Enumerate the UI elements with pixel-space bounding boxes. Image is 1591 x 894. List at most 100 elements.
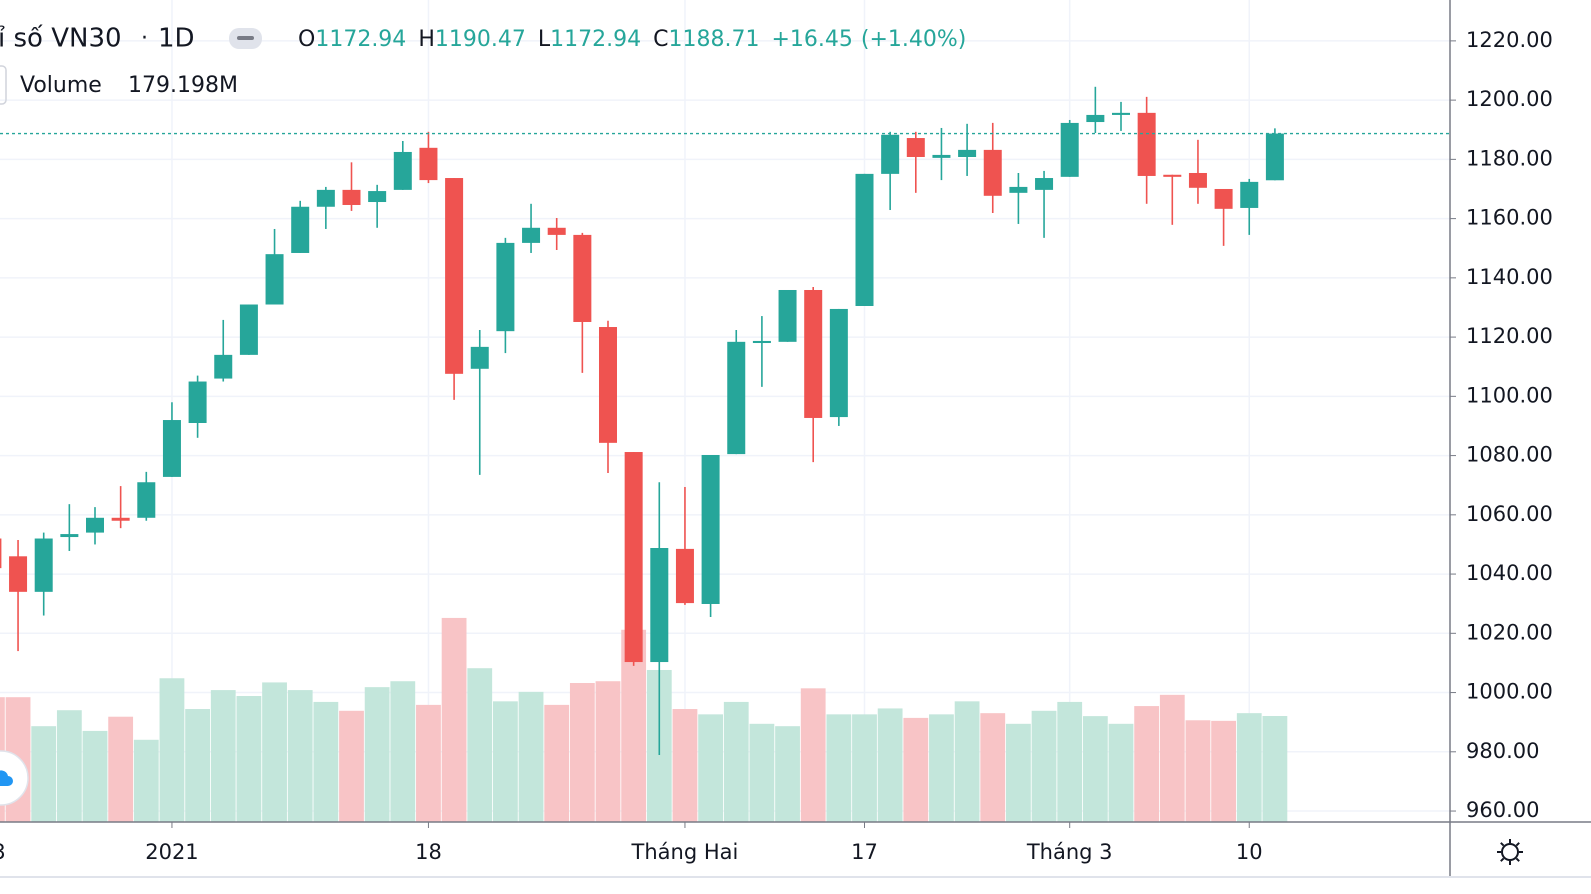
ohlc-legend: O1172.94 H1190.47 L1172.94 C1188.71 +16.45 (+… bbox=[298, 27, 966, 52]
volume-bar bbox=[698, 714, 723, 822]
y-tick-label: 1040.00 bbox=[1466, 561, 1553, 585]
candle-body bbox=[1112, 112, 1130, 115]
candle-body bbox=[368, 191, 387, 203]
candle-body bbox=[1137, 112, 1156, 176]
x-tick-label: Tháng 3 bbox=[1026, 840, 1113, 864]
x-tick-label: 17 bbox=[851, 840, 878, 864]
candle-body bbox=[265, 254, 284, 305]
candle-body bbox=[624, 452, 643, 663]
volume-bar bbox=[954, 701, 980, 822]
candle-body bbox=[906, 138, 925, 157]
y-tick-label: 1120.00 bbox=[1466, 324, 1553, 348]
candle-body bbox=[9, 556, 28, 592]
cloud-icon bbox=[0, 770, 13, 786]
candle-body bbox=[0, 538, 2, 569]
volume-bar bbox=[1108, 723, 1134, 822]
x-tick-label: Tháng Hai bbox=[631, 840, 739, 864]
candle-body bbox=[829, 308, 848, 418]
candle-body bbox=[804, 289, 823, 418]
axis-labels: 960.00 980.00 1000.00 1020.00 1040.00 1060.00… bbox=[0, 28, 1553, 864]
candle-body bbox=[111, 517, 130, 521]
chart-title: ỉ số VN30 bbox=[0, 24, 122, 54]
y-tick-label: 1180.00 bbox=[1466, 146, 1553, 170]
volume-name: Volume bbox=[20, 73, 102, 98]
volume-layer bbox=[0, 617, 1288, 822]
y-tick-label: 980.00 bbox=[1466, 739, 1539, 763]
volume-bar bbox=[1057, 701, 1083, 822]
volume-bar bbox=[544, 704, 570, 822]
volume-bar bbox=[210, 690, 236, 822]
volume-bar bbox=[723, 701, 749, 822]
legend-toggle[interactable] bbox=[0, 65, 7, 105]
volume-bar bbox=[1134, 706, 1160, 822]
volume-bar bbox=[390, 681, 416, 822]
candle-body bbox=[1188, 172, 1207, 188]
y-tick-label: 1200.00 bbox=[1466, 87, 1553, 111]
volume-bar bbox=[339, 710, 364, 822]
candle-body bbox=[855, 173, 874, 306]
candle-body bbox=[291, 206, 310, 253]
y-tick-label: 960.00 bbox=[1466, 798, 1539, 822]
candle-body bbox=[214, 354, 233, 379]
volume-bar bbox=[672, 709, 698, 822]
value: 1172.94 bbox=[550, 27, 641, 52]
settings-button[interactable] bbox=[1497, 839, 1523, 865]
volume-bar bbox=[1262, 716, 1288, 822]
candle-body bbox=[188, 381, 207, 423]
volume-bar bbox=[518, 691, 544, 822]
candle-body bbox=[34, 538, 53, 592]
volume-bar bbox=[749, 723, 775, 822]
gear-ring bbox=[1501, 843, 1519, 861]
candle-body bbox=[675, 548, 694, 604]
volume-bar bbox=[800, 688, 826, 822]
volume-bar bbox=[159, 678, 185, 822]
interval: 1D bbox=[158, 24, 195, 54]
volume-bar bbox=[1159, 694, 1185, 822]
value: 1188.71 bbox=[668, 27, 759, 52]
volume-bar bbox=[1185, 720, 1211, 822]
candle-body bbox=[496, 242, 515, 332]
y-tick-label: 1140.00 bbox=[1466, 265, 1553, 289]
volume-bar bbox=[108, 716, 134, 822]
y-tick-label: 1080.00 bbox=[1466, 443, 1553, 467]
volume-bar bbox=[1031, 710, 1057, 822]
label: L bbox=[538, 27, 551, 52]
grid bbox=[0, 0, 1450, 822]
volume-bar bbox=[929, 714, 954, 822]
candle-body bbox=[958, 149, 977, 157]
volume-bar bbox=[185, 709, 210, 822]
candle-body bbox=[1035, 178, 1054, 190]
candle-body bbox=[650, 548, 669, 663]
volume-bar bbox=[980, 713, 1006, 822]
candle-body bbox=[1060, 122, 1079, 177]
candle-body bbox=[599, 327, 617, 443]
candle-body bbox=[881, 134, 900, 174]
volume-bar bbox=[852, 714, 877, 822]
volume-bar bbox=[1006, 723, 1031, 822]
y-tick-label: 1060.00 bbox=[1466, 502, 1553, 526]
cloud-button[interactable] bbox=[0, 750, 29, 806]
candle-body bbox=[1265, 133, 1284, 181]
candle-body bbox=[316, 189, 335, 207]
candle-body bbox=[983, 149, 1002, 196]
label: O bbox=[298, 27, 315, 52]
volume-bar bbox=[262, 682, 287, 822]
candle-body bbox=[1214, 188, 1233, 209]
volume-bar bbox=[467, 668, 493, 822]
candle-body bbox=[342, 189, 361, 205]
y-tick-label: 1160.00 bbox=[1466, 206, 1553, 230]
volume-bar bbox=[826, 714, 852, 822]
candle-body bbox=[239, 304, 258, 355]
volume-bar bbox=[236, 696, 262, 822]
volume-bar bbox=[31, 726, 57, 822]
change-pct: (+1.40%) bbox=[861, 27, 967, 52]
candle-body bbox=[419, 147, 438, 181]
volume-bar bbox=[364, 687, 390, 822]
collapse-icon bbox=[237, 36, 254, 40]
candle-body bbox=[547, 227, 566, 235]
candle-body bbox=[752, 340, 771, 344]
separator: · bbox=[141, 26, 148, 51]
candle-layer bbox=[0, 86, 1450, 756]
